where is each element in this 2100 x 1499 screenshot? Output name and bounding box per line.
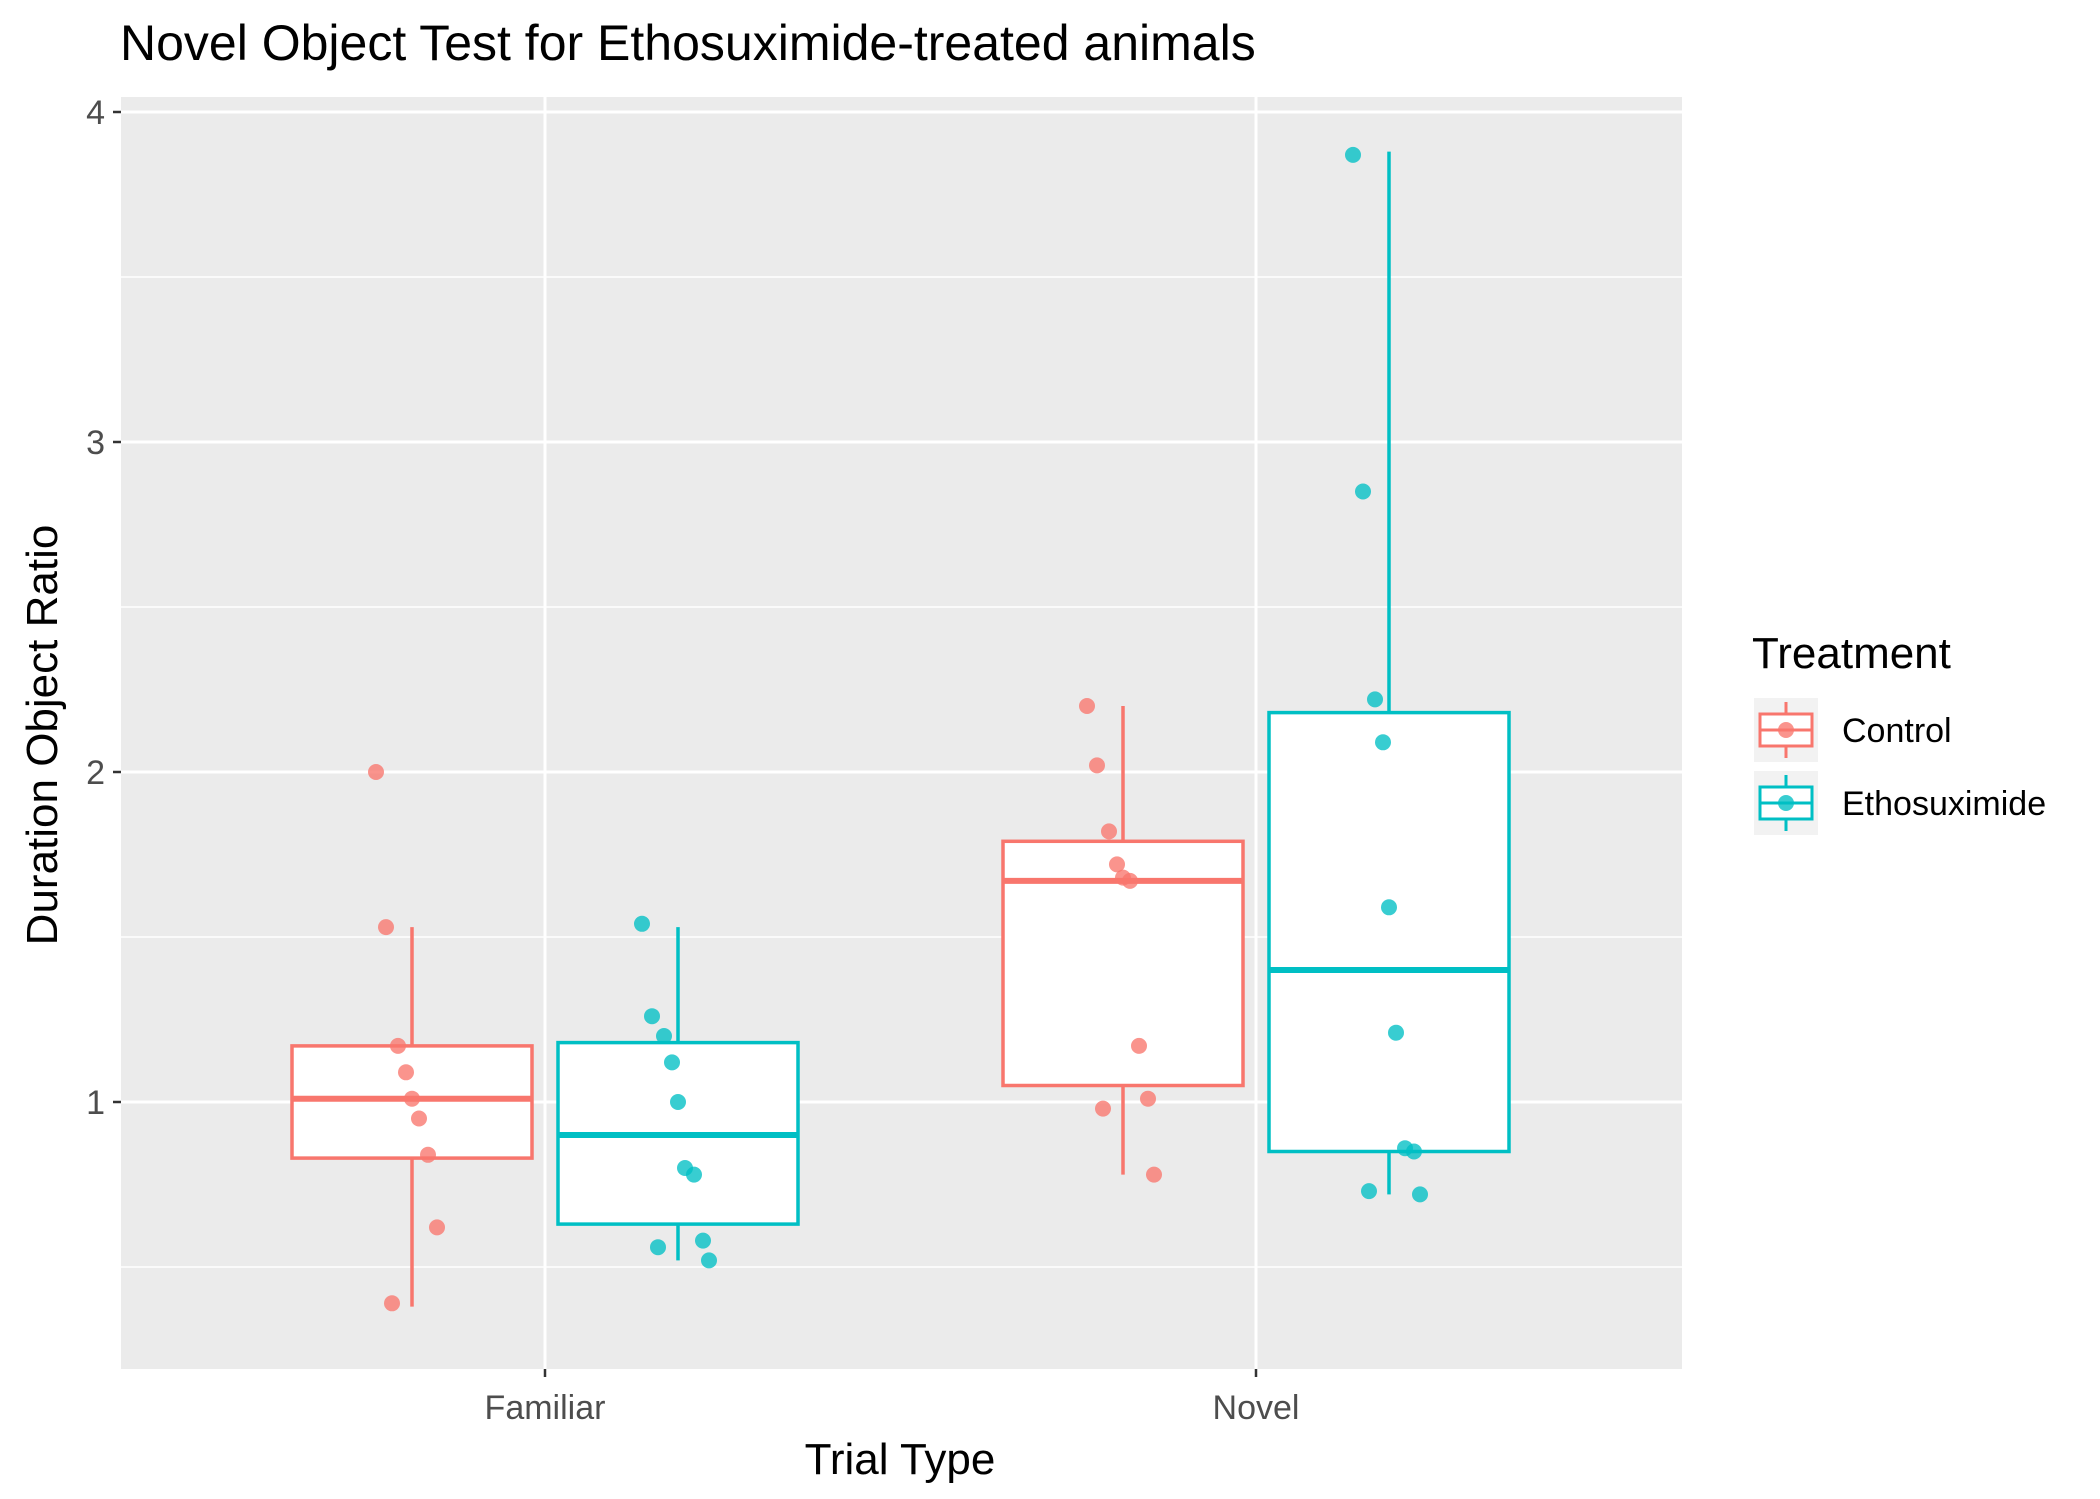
legend: Treatment Control Ethosuximide <box>1752 629 2046 835</box>
box-ethosuximide-novel <box>1267 151 1511 1195</box>
x-axis-title: Trial Type <box>805 1435 996 1484</box>
legend-label-ethosuximide: Ethosuximide <box>1842 785 2046 823</box>
box-control-familiar <box>290 927 534 1307</box>
data-point <box>656 1028 672 1044</box>
y-tick-label: 3 <box>86 424 105 462</box>
data-point <box>368 764 384 780</box>
data-point <box>1381 899 1397 916</box>
data-point <box>1375 734 1391 751</box>
data-point <box>390 1037 406 1054</box>
data-point <box>1122 872 1138 889</box>
data-point <box>1131 1037 1147 1054</box>
data-point <box>644 1008 660 1025</box>
legend-key-point <box>1778 795 1794 811</box>
data-point <box>650 1239 666 1256</box>
data-point <box>634 915 650 932</box>
data-point <box>1406 1143 1422 1160</box>
data-point <box>1367 691 1383 708</box>
data-point <box>664 1054 680 1071</box>
y-axis-title: Duration Object Ratio <box>18 525 67 946</box>
data-point <box>1361 1183 1377 1200</box>
data-point <box>420 1146 436 1163</box>
plot-area: 1 2 3 4 Familiar Novel <box>86 94 1682 1427</box>
data-point <box>1355 483 1371 500</box>
data-point <box>686 1166 702 1183</box>
chart-title: Novel Object Test for Ethosuximide-treat… <box>120 15 1256 71</box>
data-point <box>1345 146 1361 163</box>
data-point <box>398 1064 414 1081</box>
data-point <box>1101 823 1117 840</box>
data-point <box>384 1295 400 1312</box>
data-point <box>670 1094 686 1110</box>
x-tick-label: Novel <box>1213 1389 1300 1427</box>
data-point <box>695 1232 711 1249</box>
data-point <box>1146 1166 1162 1183</box>
legend-label-control: Control <box>1842 712 1952 750</box>
data-point <box>378 919 394 936</box>
legend-title: Treatment <box>1752 629 1951 678</box>
data-point <box>411 1110 427 1127</box>
series-control <box>290 698 1245 1312</box>
data-point <box>701 1252 717 1269</box>
data-point <box>429 1219 445 1236</box>
y-tick-label: 4 <box>86 94 105 132</box>
legend-key-control: Control <box>1754 698 1952 762</box>
box-iqr <box>1267 710 1511 1154</box>
legend-key-ethosuximide: Ethosuximide <box>1754 771 2046 835</box>
x-tick-label: Familiar <box>485 1389 606 1427</box>
legend-key-point <box>1778 722 1794 738</box>
y-tick-label: 1 <box>86 1084 105 1122</box>
box-ethosuximide-familiar <box>556 927 800 1261</box>
data-point <box>1140 1090 1156 1107</box>
series-ethosuximide <box>556 146 1511 1269</box>
data-point <box>1412 1186 1428 1203</box>
y-tick-label: 2 <box>86 754 105 792</box>
data-point <box>1095 1100 1111 1117</box>
data-point <box>404 1090 420 1107</box>
data-point <box>1079 698 1095 714</box>
data-point <box>1109 856 1125 873</box>
data-point <box>1089 757 1105 774</box>
box-iqr <box>290 1044 534 1160</box>
data-point <box>1388 1024 1404 1041</box>
